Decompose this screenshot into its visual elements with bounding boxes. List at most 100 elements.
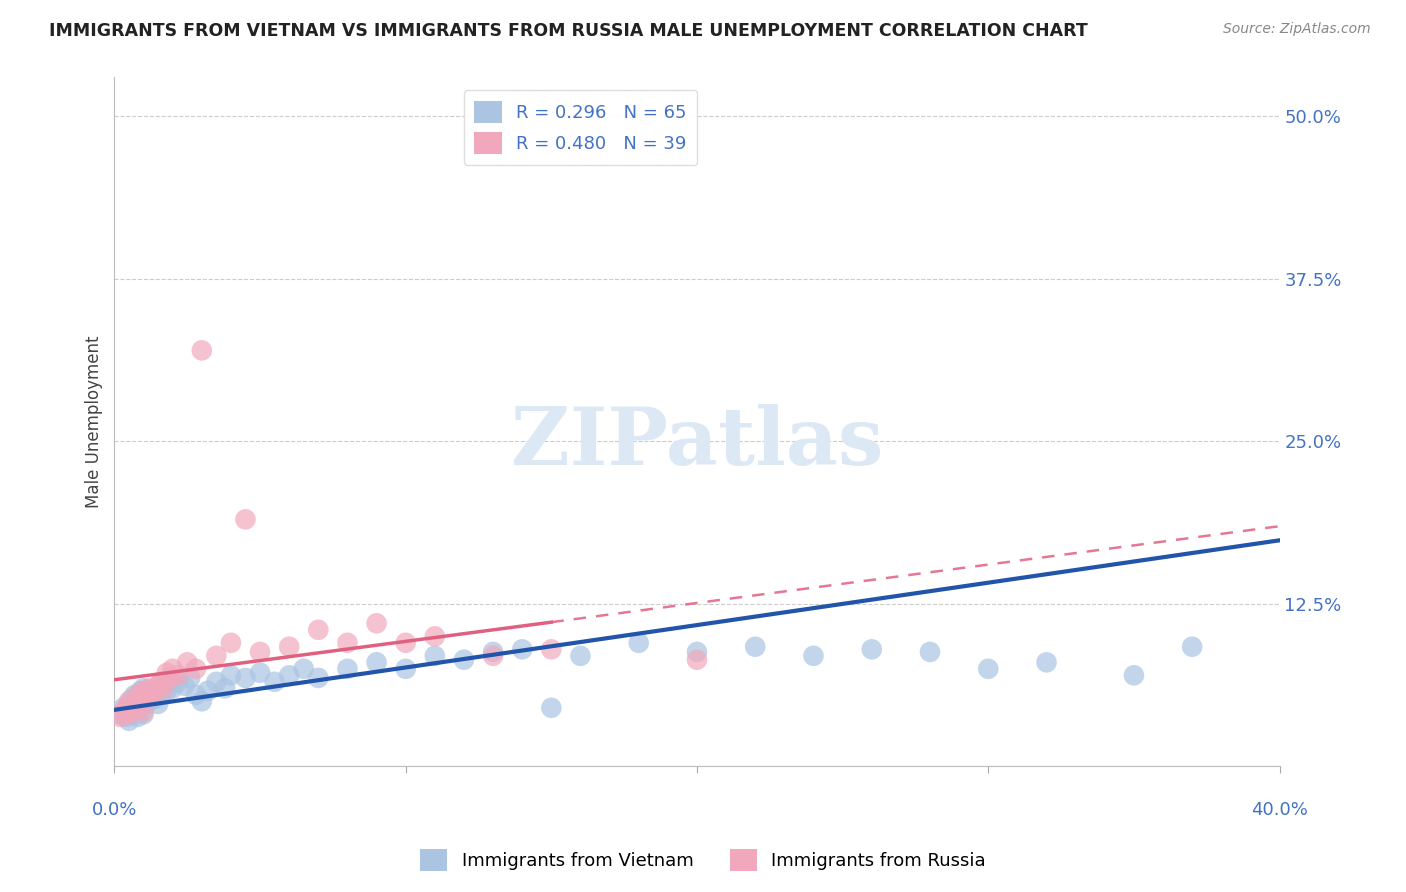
Point <box>135 691 157 706</box>
Point <box>1122 668 1144 682</box>
Point <box>110 710 132 724</box>
Point <box>132 691 155 706</box>
Point <box>153 681 176 696</box>
Point <box>977 662 1000 676</box>
Point <box>121 691 143 706</box>
Point <box>249 665 271 680</box>
Point <box>115 705 138 719</box>
Point <box>336 636 359 650</box>
Point <box>176 656 198 670</box>
Point <box>118 714 141 728</box>
Point <box>127 688 149 702</box>
Point <box>179 671 201 685</box>
Point <box>366 656 388 670</box>
Point <box>205 674 228 689</box>
Point <box>423 648 446 663</box>
Point <box>167 674 190 689</box>
Point <box>191 343 214 358</box>
Point <box>453 653 475 667</box>
Point <box>121 705 143 719</box>
Point <box>129 701 152 715</box>
Y-axis label: Male Unemployment: Male Unemployment <box>86 335 103 508</box>
Point <box>150 688 173 702</box>
Point <box>115 701 138 715</box>
Text: ZIPatlas: ZIPatlas <box>510 403 883 482</box>
Point <box>150 674 173 689</box>
Point <box>860 642 883 657</box>
Text: 0.0%: 0.0% <box>91 801 138 819</box>
Point <box>153 681 176 696</box>
Point <box>510 642 533 657</box>
Point <box>540 642 562 657</box>
Point <box>118 707 141 722</box>
Point <box>395 662 418 676</box>
Point <box>744 640 766 654</box>
Point <box>127 694 149 708</box>
Point <box>184 662 207 676</box>
Point <box>219 636 242 650</box>
Point <box>214 681 236 696</box>
Point <box>1181 640 1204 654</box>
Point <box>423 629 446 643</box>
Point <box>143 684 166 698</box>
Point <box>336 662 359 676</box>
Text: 40.0%: 40.0% <box>1251 801 1308 819</box>
Point <box>918 645 941 659</box>
Point <box>132 707 155 722</box>
Point <box>124 705 146 719</box>
Point <box>141 688 163 702</box>
Point <box>124 697 146 711</box>
Point <box>127 710 149 724</box>
Point <box>118 697 141 711</box>
Point <box>132 684 155 698</box>
Point <box>162 662 184 676</box>
Point <box>184 688 207 702</box>
Point <box>249 645 271 659</box>
Point <box>138 684 160 698</box>
Point <box>278 668 301 682</box>
Point <box>129 694 152 708</box>
Point <box>307 671 329 685</box>
Point <box>205 648 228 663</box>
Point <box>219 668 242 682</box>
Point <box>569 648 592 663</box>
Point <box>112 705 135 719</box>
Point <box>118 694 141 708</box>
Point <box>307 623 329 637</box>
Point <box>197 684 219 698</box>
Point <box>159 674 181 689</box>
Point <box>135 688 157 702</box>
Text: Source: ZipAtlas.com: Source: ZipAtlas.com <box>1223 22 1371 37</box>
Point <box>235 671 257 685</box>
Point <box>132 681 155 696</box>
Point <box>263 674 285 689</box>
Point <box>141 688 163 702</box>
Point <box>124 688 146 702</box>
Point <box>132 705 155 719</box>
Point <box>173 679 195 693</box>
Point <box>127 701 149 715</box>
Point <box>121 707 143 722</box>
Point <box>146 679 169 693</box>
Point <box>159 671 181 685</box>
Point <box>146 697 169 711</box>
Point <box>138 694 160 708</box>
Point <box>482 648 505 663</box>
Point <box>686 653 709 667</box>
Point <box>162 681 184 696</box>
Point <box>143 691 166 706</box>
Point <box>235 512 257 526</box>
Point <box>395 636 418 650</box>
Point <box>167 668 190 682</box>
Point <box>482 645 505 659</box>
Point <box>191 694 214 708</box>
Point <box>135 697 157 711</box>
Text: IMMIGRANTS FROM VIETNAM VS IMMIGRANTS FROM RUSSIA MALE UNEMPLOYMENT CORRELATION : IMMIGRANTS FROM VIETNAM VS IMMIGRANTS FR… <box>49 22 1088 40</box>
Point <box>540 701 562 715</box>
Point <box>146 679 169 693</box>
Point <box>366 616 388 631</box>
Point <box>292 662 315 676</box>
Point <box>1035 656 1057 670</box>
Point <box>278 640 301 654</box>
Point <box>156 684 179 698</box>
